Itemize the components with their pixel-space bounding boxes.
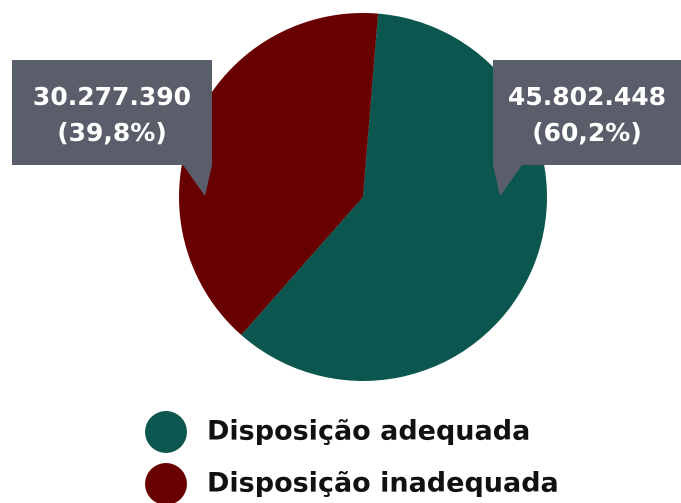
value-label: 30.277.390 <box>33 82 191 111</box>
callout-pointer <box>493 165 522 196</box>
callout-box <box>493 60 681 165</box>
value-label: 45.802.448 <box>508 82 666 111</box>
pie-slice <box>178 12 379 335</box>
legend-label: Disposição adequada <box>207 416 530 447</box>
pie-slice <box>241 13 547 382</box>
legend-swatch <box>145 463 187 503</box>
percent-label: (39,8%) <box>57 118 167 147</box>
callout-box <box>12 60 212 165</box>
percent-label: (60,2%) <box>532 118 642 147</box>
legend-label: Disposição inadequada <box>207 468 559 499</box>
legend-swatch <box>145 411 187 453</box>
callout-pointer <box>183 165 212 196</box>
